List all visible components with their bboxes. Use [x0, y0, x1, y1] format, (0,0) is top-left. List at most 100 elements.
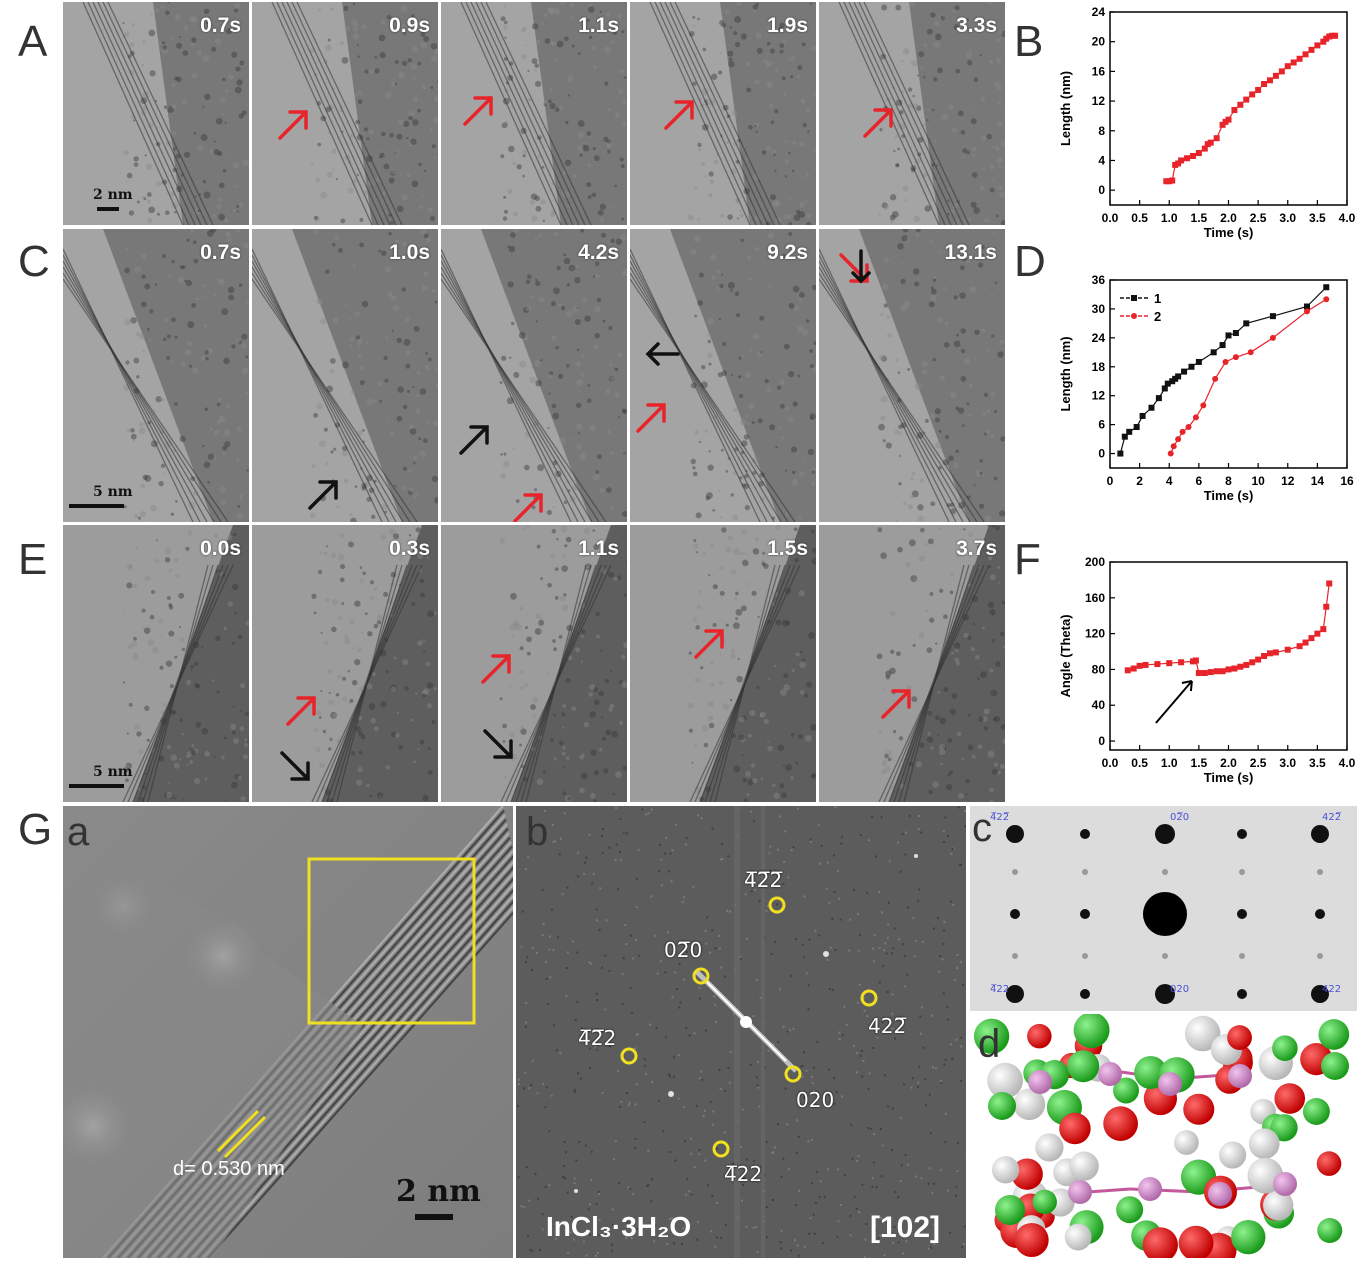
series-line-1 — [1119, 286, 1327, 454]
data-point — [1278, 68, 1285, 75]
data-point — [1332, 32, 1339, 39]
red-arrow-icon — [636, 403, 666, 433]
black-arrow-icon — [645, 342, 680, 366]
sim-label-6: 422 — [1322, 984, 1342, 995]
data-point — [1185, 424, 1192, 431]
x-tick-label: 2 — [1136, 474, 1143, 488]
row-C-frame-3-texture — [441, 229, 627, 522]
panel-label-f: F — [1014, 535, 1041, 584]
data-point — [1212, 375, 1219, 382]
row-E-frame-4-texture — [630, 525, 816, 802]
legend-label: 2 — [1154, 309, 1161, 324]
red-arrow-icon — [278, 110, 308, 140]
data-point — [1192, 414, 1199, 421]
y-tick-label: 12 — [1092, 389, 1106, 403]
x-tick-label: 14 — [1311, 474, 1325, 488]
fft-label-2: 02̅0 — [664, 938, 703, 962]
data-point — [1126, 428, 1133, 435]
y-tick-label: 160 — [1085, 591, 1105, 605]
data-point — [1200, 402, 1207, 409]
black-arrow-icon — [459, 425, 489, 455]
data-point — [1225, 666, 1232, 673]
y-tick-label: 24 — [1092, 5, 1106, 19]
timestamp-label: 13.1s — [944, 241, 997, 264]
black-arrow-icon — [308, 480, 338, 510]
sub-label-a: a — [67, 810, 90, 854]
fft-label-3: 4̅2̅2 — [578, 1026, 617, 1050]
timestamp-label: 9.2s — [767, 241, 808, 264]
chart-f-angle-vs-time: 0.0 0.5 1.0 1.5 2.0 2.5 3.0 3.5 4.0 0 40 80 120 160 20… — [1058, 555, 1356, 785]
y-tick-label: 36 — [1092, 273, 1106, 287]
data-point — [1261, 81, 1268, 88]
y-axis-label: Angle (Theta) — [1058, 614, 1073, 697]
sub-label-c: c — [972, 806, 992, 850]
series-line-angle — [1127, 583, 1330, 674]
row-C-frame-1-texture — [63, 229, 249, 522]
data-point — [1302, 51, 1309, 58]
y-tick-label: 4 — [1098, 153, 1105, 167]
scale-bar — [69, 784, 124, 788]
x-tick-label: 4.0 — [1339, 211, 1356, 225]
x-tick-label: 6 — [1196, 474, 1203, 488]
data-point — [1326, 580, 1333, 587]
zone-axis-label: [102] — [870, 1211, 941, 1244]
fft-label-5: 020 — [796, 1088, 835, 1112]
hrtem-image-ga-bg — [63, 806, 513, 1258]
row-C-frame-3: 4.2s — [441, 229, 627, 522]
data-point — [1261, 653, 1268, 659]
x-tick-label: 2.0 — [1220, 211, 1237, 225]
data-point — [1284, 63, 1291, 70]
data-point — [1213, 135, 1220, 142]
data-point — [1148, 404, 1155, 411]
fft-spot-5 — [784, 1065, 802, 1083]
fft-spot-6 — [712, 1140, 730, 1158]
data-point — [1133, 424, 1140, 431]
y-tick-label: 24 — [1092, 331, 1106, 345]
data-point — [1323, 296, 1330, 303]
fft-spot-4 — [620, 1047, 638, 1065]
data-point — [1161, 385, 1168, 392]
scale-label: 2 nm — [93, 187, 133, 203]
panel-label-c: C — [18, 237, 50, 286]
red-arrow-icon — [286, 696, 316, 726]
data-point — [1175, 373, 1182, 380]
data-point — [1225, 116, 1232, 123]
data-point — [1296, 55, 1303, 62]
y-tick-label: 120 — [1085, 627, 1105, 641]
data-point — [1266, 650, 1273, 657]
x-tick-label: 12 — [1281, 474, 1295, 488]
timestamp-label: 3.7s — [956, 537, 997, 560]
x-tick-label: 0.5 — [1131, 211, 1148, 225]
data-point — [1155, 395, 1162, 402]
sim-label-5: 020 — [1170, 984, 1190, 995]
data-point — [1213, 668, 1220, 675]
data-point — [1136, 662, 1143, 669]
data-point — [1184, 155, 1191, 162]
row-E-frame-4: 1.5s — [630, 525, 816, 802]
y-tick-label: 18 — [1092, 360, 1106, 374]
y-axis-label: Length (nm) — [1058, 71, 1073, 146]
row-C-frame-2: 1.0s — [252, 229, 438, 522]
data-point — [1323, 284, 1330, 291]
data-point — [1170, 443, 1177, 450]
simulated-diffraction-dots — [970, 806, 1357, 1011]
series-line-length — [1166, 35, 1336, 182]
sim-label-1: 4̅22̅ — [990, 812, 1010, 823]
sim-label-4: 4̅22 — [990, 984, 1010, 995]
data-point — [1314, 630, 1321, 637]
data-point — [1247, 349, 1254, 356]
data-point — [1255, 656, 1262, 663]
row-E-frame-5-texture — [819, 525, 1005, 802]
d-spacing-label: d= 0.530 nm — [173, 1158, 285, 1180]
data-point — [1124, 667, 1131, 674]
data-point — [1154, 661, 1161, 668]
legend-marker — [1131, 295, 1137, 301]
y-tick-label: 0 — [1098, 734, 1105, 748]
legend-marker — [1131, 313, 1137, 319]
row-E-frame-5: 3.7s — [819, 525, 1005, 802]
data-point — [1269, 334, 1276, 341]
row-A-frame-2: 0.9s — [252, 2, 438, 225]
scale-label: 5 nm — [93, 484, 133, 500]
timestamp-label: 1.0s — [389, 241, 430, 264]
y-tick-label: 30 — [1092, 302, 1106, 316]
